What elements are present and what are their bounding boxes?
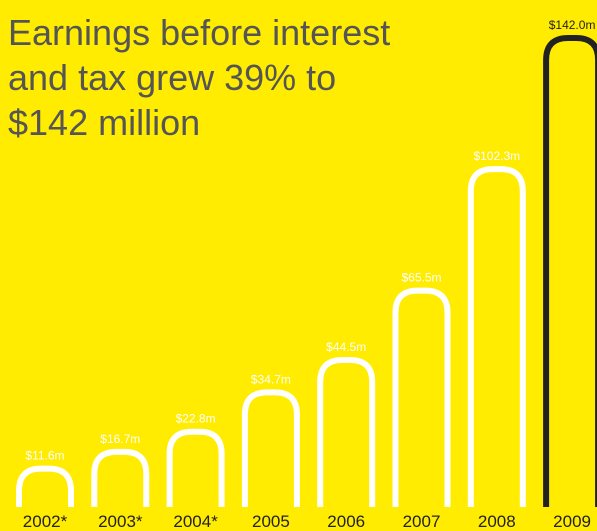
year-label-2007: 2007 — [403, 512, 441, 531]
bar-2003 — [91, 448, 150, 507]
year-label-2004: 2004* — [173, 512, 218, 531]
value-label-2004: $22.8m — [176, 412, 216, 426]
chart-title-line-1: Earnings before interest — [8, 12, 390, 53]
year-label-2002: 2002* — [23, 512, 68, 531]
year-label-2005: 2005 — [252, 512, 290, 531]
value-label-2008: $102.3m — [473, 149, 520, 163]
bar-2005 — [241, 389, 300, 507]
year-label-2006: 2006 — [327, 512, 365, 531]
bar-2006 — [317, 357, 376, 507]
value-label-2006: $44.5m — [326, 340, 366, 354]
value-label-2002: $11.6m — [25, 449, 64, 463]
value-label-2007: $65.5m — [401, 271, 441, 285]
value-label-2009: $142.0m — [549, 18, 596, 32]
value-label-2003: $16.7m — [100, 432, 140, 446]
value-label-2005: $34.7m — [251, 372, 291, 386]
bar-2007 — [392, 287, 451, 507]
chart-title-line-2: and tax grew 39% to — [8, 57, 336, 98]
year-label-2003: 2003* — [98, 512, 143, 531]
bars-group: $11.6m 2002* $16.7m 2003* $22.8m 2004* $34.7m 2… — [16, 18, 597, 531]
bar-2009 — [543, 35, 597, 507]
bar-2004 — [166, 428, 225, 507]
year-label-2008: 2008 — [478, 512, 516, 531]
year-label-2009: 2009 — [553, 512, 591, 531]
chart-title-line-3: $142 million — [8, 102, 200, 143]
bar-2008 — [467, 166, 526, 507]
bar-2002 — [16, 465, 74, 507]
